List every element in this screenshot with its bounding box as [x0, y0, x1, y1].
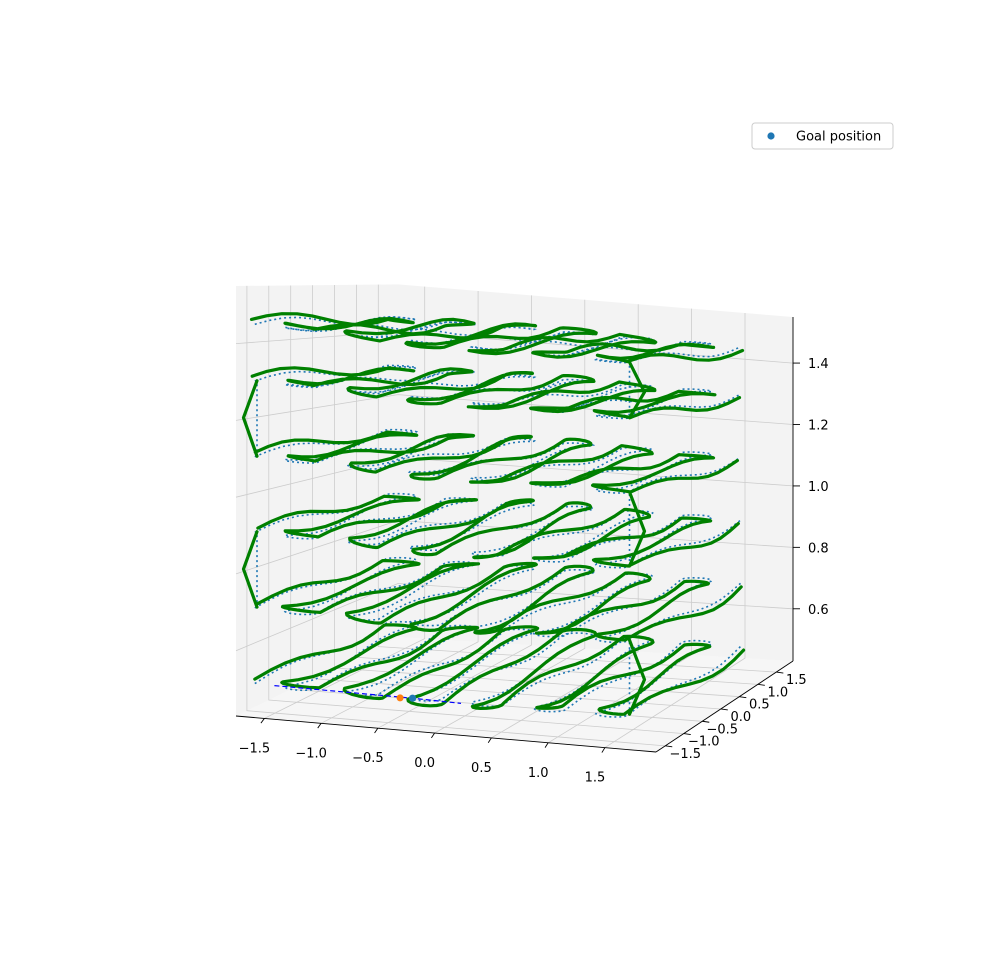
y-axis-line: [655, 660, 794, 753]
y-tick-2: [702, 720, 710, 723]
y-tick-5: [757, 683, 765, 686]
x-tick-3: [431, 732, 436, 739]
x-tick-6: [601, 747, 606, 753]
grid-z-3: [235, 394, 794, 425]
x-tick-5: [544, 742, 549, 748]
grid-z-0: [235, 583, 794, 652]
y-tick-3: [720, 708, 728, 711]
x-tick-1: [317, 723, 322, 729]
x-tick-4: [487, 737, 492, 744]
y-tick-label-2: −0.5: [706, 722, 738, 737]
legend: Goal position: [751, 122, 894, 150]
x-tick-label-6: 1.5: [585, 771, 606, 786]
tick-labels: −1.5 −1.0 −0.5 0.0 0.5 1.0 1.5−1.5−1.0−0.50.00…: [239, 357, 829, 786]
grid-z-2: [235, 457, 794, 498]
x-tick-label-3: 0.0: [414, 756, 435, 771]
legend-label-goal: Goal position: [796, 130, 881, 145]
y-tick-label-0: −1.5: [669, 747, 701, 762]
x-tick-label-1: −1.0: [295, 746, 327, 761]
y-tick-0: [665, 745, 673, 748]
y-tick-label-6: 1.5: [786, 673, 807, 688]
goal-marker: [408, 694, 417, 702]
grid-x-6: [604, 313, 746, 748]
z-tick-label-0: 0.6: [808, 603, 829, 618]
x-axis-line: [235, 715, 657, 753]
x-tick-label-0: −1.5: [239, 741, 271, 756]
x-tick-0: [260, 718, 265, 724]
z-tick-label-1: 0.8: [808, 541, 829, 556]
y-tick-1: [683, 733, 691, 735]
z-tick-label-4: 1.4: [808, 357, 829, 372]
plot-data: [241, 312, 746, 718]
tick-marks: [260, 362, 800, 753]
x-tick-label-5: 1.0: [528, 766, 549, 781]
axis-lines: [235, 317, 794, 753]
legend-box: [751, 122, 894, 150]
legend-marker-goal: [767, 132, 775, 140]
x-tick-2: [374, 727, 379, 734]
x-tick-label-2: −0.5: [352, 751, 384, 766]
y-tick-label-1: −1.0: [688, 735, 720, 750]
y-tick-4: [739, 696, 747, 699]
grid-y-6: [377, 284, 777, 673]
y-tick-label-4: 0.5: [749, 698, 770, 713]
y-tick-6: [776, 671, 784, 674]
x-tick-label-4: 0.5: [471, 761, 492, 776]
z-tick-label-3: 1.2: [808, 419, 829, 434]
y-tick-label-5: 1.0: [767, 685, 788, 700]
grid-y-1: [268, 285, 684, 734]
start-marker: [396, 694, 404, 702]
y-tick-label-3: 0.0: [730, 710, 751, 725]
grid-y-3: [312, 285, 721, 710]
z-tick-label-2: 1.0: [808, 480, 829, 495]
flown-path-line: [241, 312, 746, 716]
